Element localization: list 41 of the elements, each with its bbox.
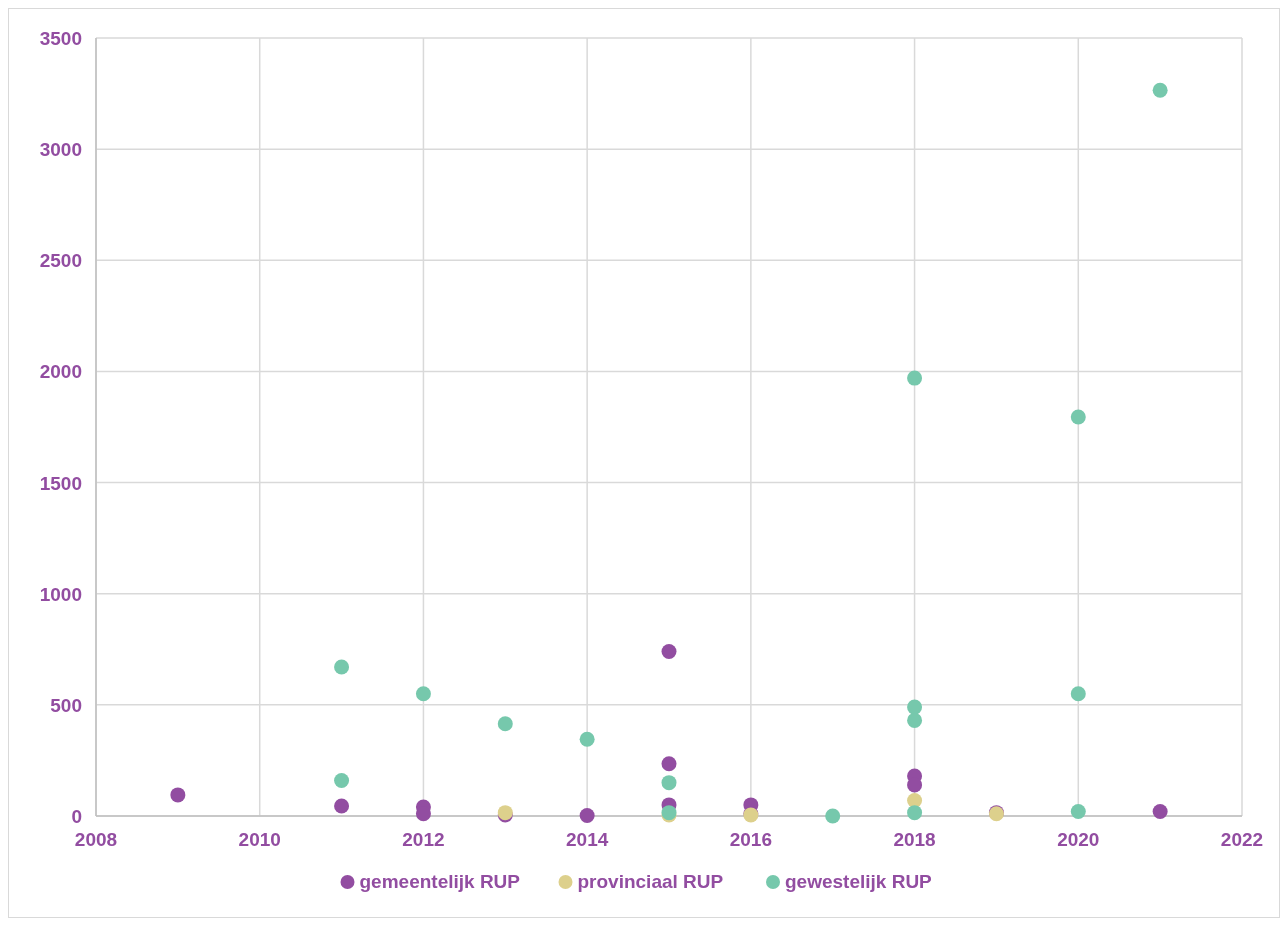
point <box>1152 82 1168 98</box>
point <box>907 699 923 715</box>
x-tick-label: 2018 <box>893 829 936 850</box>
point <box>1070 804 1086 820</box>
x-tick-label: 2014 <box>566 829 609 850</box>
point <box>907 370 923 386</box>
y-tick-label: 3500 <box>39 28 82 49</box>
point <box>1152 804 1168 820</box>
x-tick-label: 2022 <box>1220 829 1264 850</box>
point <box>907 712 923 728</box>
point <box>579 808 595 824</box>
point <box>497 716 513 732</box>
point <box>415 686 431 702</box>
point <box>825 808 841 824</box>
point <box>334 798 350 814</box>
point <box>907 805 923 821</box>
point <box>661 775 677 791</box>
x-tick-label: 2016 <box>729 829 772 850</box>
x-tick-label: 2020 <box>1057 829 1100 850</box>
point <box>661 756 677 772</box>
y-tick-label: 500 <box>50 694 82 716</box>
x-tick-label: 2010 <box>238 829 281 850</box>
y-tick-label: 0 <box>71 806 82 827</box>
x-tick-label: 2008 <box>74 829 118 850</box>
legend-label: gewestelijk RUP <box>785 871 933 892</box>
x-tick-label: 2012 <box>402 829 445 850</box>
point <box>334 772 350 788</box>
point <box>1070 409 1086 425</box>
point <box>170 787 186 803</box>
y-tick-label: 3000 <box>39 139 82 161</box>
y-tick-label: 1000 <box>39 583 82 605</box>
point <box>661 644 677 660</box>
point <box>579 731 595 747</box>
y-tick-label: 1500 <box>39 472 82 494</box>
y-tick-label: 2000 <box>39 361 82 383</box>
legend-label: gemeentelijk RUP <box>359 871 521 892</box>
point <box>907 792 923 808</box>
point <box>334 659 350 675</box>
legend-label: provinciaal RUP <box>577 871 724 892</box>
y-tick-label: 2500 <box>39 250 82 272</box>
point <box>1070 686 1086 702</box>
